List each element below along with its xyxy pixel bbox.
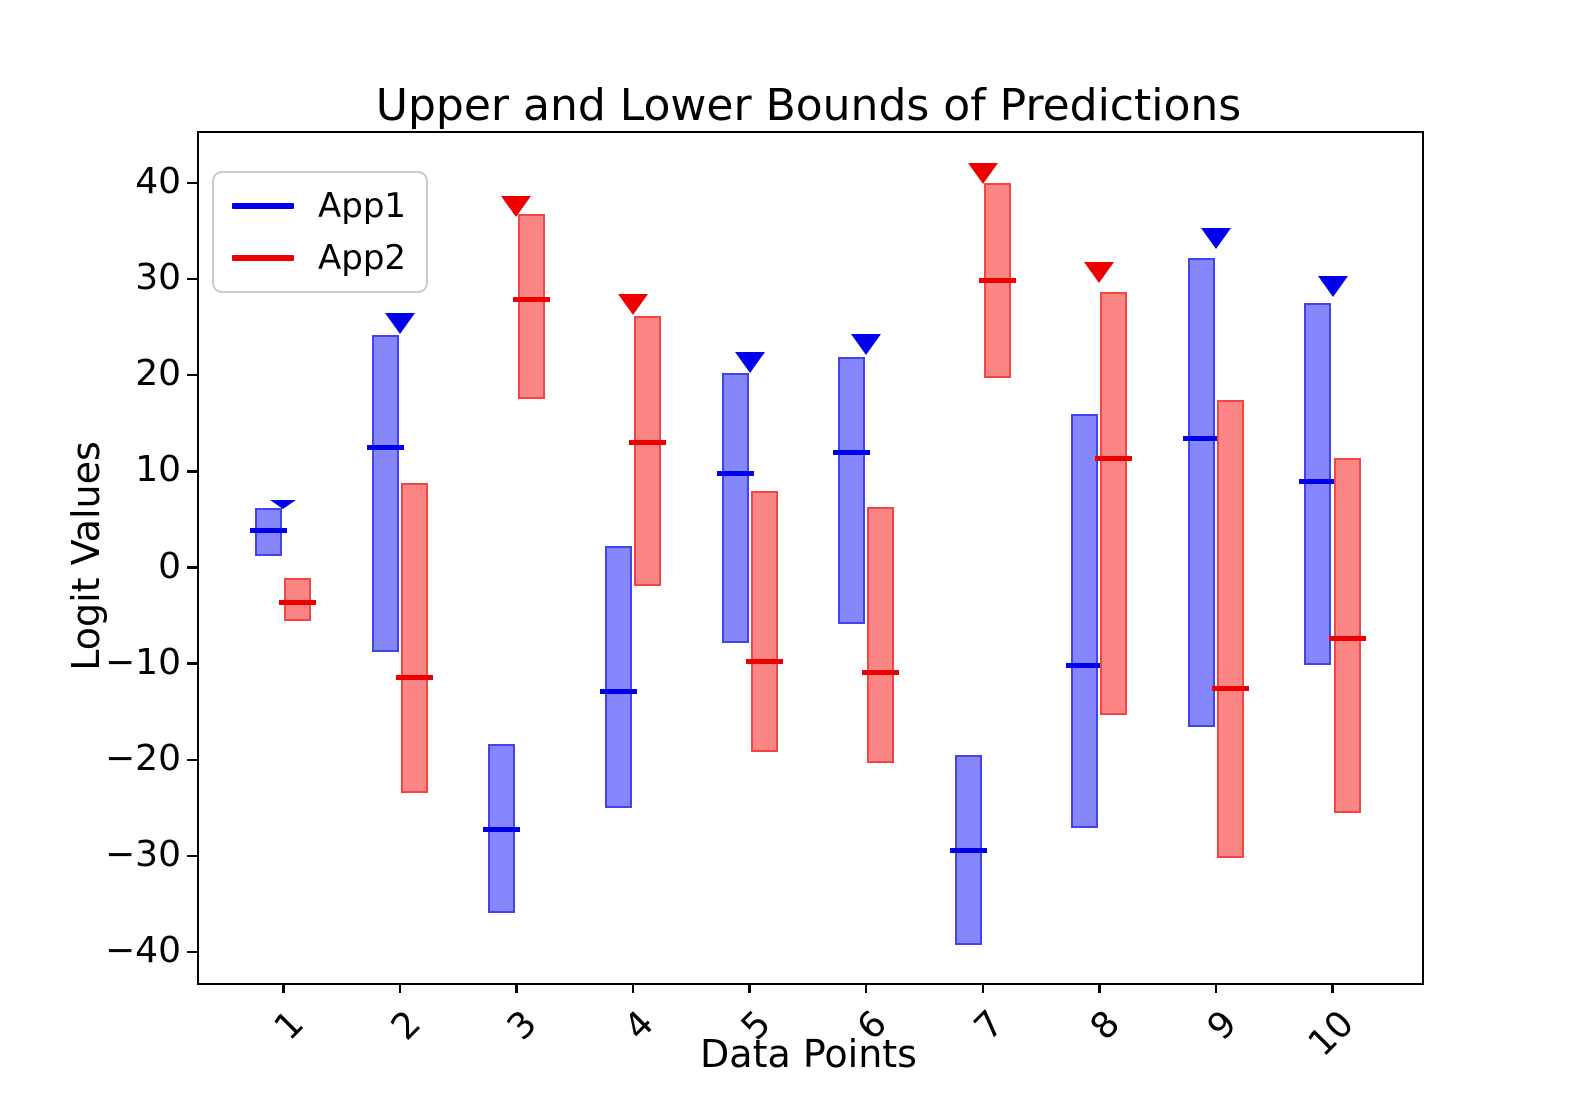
triangle-marker-app2-4	[618, 293, 649, 315]
prediction-line-app2-8	[1095, 456, 1133, 462]
prediction-line-app1-8	[1066, 663, 1104, 669]
triangle-marker-app1-2	[384, 312, 415, 334]
range-bar-app1-4	[604, 546, 632, 808]
prediction-line-app2-3	[512, 296, 550, 302]
triangle-marker-app1-1	[270, 499, 297, 509]
triangle-marker-app2-8	[1084, 261, 1115, 283]
range-bar-app1-8	[1071, 413, 1099, 829]
y-tick-label: 40	[135, 160, 181, 202]
x-tick-label: 4	[616, 1003, 663, 1049]
y-tick-mark	[187, 950, 197, 954]
x-tick-mark	[864, 983, 868, 993]
prediction-line-app1-1	[250, 527, 288, 533]
range-bar-app2-5	[750, 490, 778, 753]
legend-line-icon	[232, 255, 294, 261]
prediction-line-app1-10	[1299, 479, 1337, 485]
x-tick-label: 7	[966, 1003, 1012, 1049]
x-tick-label: 1	[267, 1003, 313, 1049]
range-bar-app2-9	[1217, 400, 1245, 858]
range-bar-app1-9	[1187, 257, 1215, 728]
triangle-marker-app1-5	[734, 352, 765, 374]
x-tick-mark	[631, 983, 635, 993]
y-tick-label: 20	[135, 353, 181, 395]
prediction-line-app1-7	[949, 847, 987, 853]
y-tick-mark	[187, 181, 197, 185]
y-tick-label: −30	[105, 834, 181, 875]
range-bar-app2-6	[867, 506, 895, 763]
y-tick-mark	[187, 470, 197, 473]
chart-title: Upper and Lower Bounds of Predictions	[375, 80, 1242, 131]
x-tick-mark	[748, 983, 751, 993]
x-tick-label: 10	[1300, 1003, 1362, 1065]
range-bar-app1-2	[371, 334, 399, 653]
prediction-line-app2-4	[629, 440, 667, 446]
x-tick-label: 8	[1083, 1003, 1129, 1049]
triangle-marker-app1-10	[1317, 276, 1348, 298]
range-bar-app1-6	[838, 356, 866, 625]
y-tick-mark	[187, 662, 197, 665]
x-tick-label: 9	[1199, 1003, 1245, 1049]
triangle-marker-app2-3	[501, 195, 532, 217]
legend-entry-app2: App2	[232, 241, 406, 275]
x-tick-mark	[398, 983, 402, 993]
prediction-line-app2-5	[745, 659, 783, 665]
range-bar-app2-3	[517, 213, 545, 400]
triangle-marker-app1-6	[851, 333, 882, 355]
x-axis-title: Data Points	[700, 1032, 917, 1076]
y-tick-mark	[187, 566, 197, 569]
x-tick-label: 2	[383, 1003, 429, 1049]
y-tick-label: 0	[158, 545, 181, 587]
x-tick-mark	[1214, 983, 1218, 993]
prediction-line-app2-1	[279, 599, 317, 605]
y-tick-mark	[187, 758, 197, 762]
x-tick-mark	[515, 983, 518, 993]
x-tick-mark	[282, 983, 285, 993]
range-bar-app2-4	[634, 315, 662, 586]
prediction-line-app2-9	[1212, 686, 1250, 692]
legend-entry-app1: App1	[232, 189, 406, 223]
x-tick-mark	[1331, 983, 1334, 993]
prediction-line-app2-6	[862, 669, 900, 675]
legend-label: App2	[318, 238, 407, 278]
x-tick-mark	[1098, 983, 1101, 993]
range-bar-app2-2	[400, 482, 428, 793]
range-bar-app1-5	[721, 373, 749, 643]
prediction-line-app1-9	[1182, 436, 1220, 442]
legend-label: App1	[318, 186, 407, 226]
y-tick-label: −40	[105, 930, 181, 972]
y-tick-label: −10	[105, 641, 181, 683]
triangle-marker-app1-9	[1200, 228, 1231, 250]
prediction-line-app1-3	[483, 826, 521, 832]
prediction-line-app2-10	[1328, 636, 1366, 642]
triangle-marker-app2-7	[967, 162, 998, 184]
legend: App1 App2	[212, 171, 429, 293]
y-tick-mark	[187, 854, 197, 858]
range-bar-app2-10	[1333, 457, 1361, 813]
prediction-line-app1-5	[716, 470, 754, 476]
y-tick-label: 30	[135, 257, 181, 299]
x-tick-mark	[981, 983, 985, 993]
prediction-line-app2-7	[978, 277, 1016, 283]
prediction-line-app1-2	[366, 444, 404, 450]
legend-line-icon	[232, 203, 294, 209]
y-tick-label: −20	[105, 737, 181, 779]
x-tick-label: 3	[500, 1003, 546, 1049]
plot-area	[197, 131, 1424, 985]
y-tick-mark	[187, 277, 197, 281]
prediction-line-app2-2	[395, 674, 433, 680]
y-tick-mark	[187, 373, 197, 377]
prediction-line-app1-4	[599, 689, 637, 695]
prediction-line-app1-6	[833, 449, 871, 455]
range-bar-app2-8	[1100, 291, 1128, 715]
y-tick-label: 10	[135, 449, 181, 491]
